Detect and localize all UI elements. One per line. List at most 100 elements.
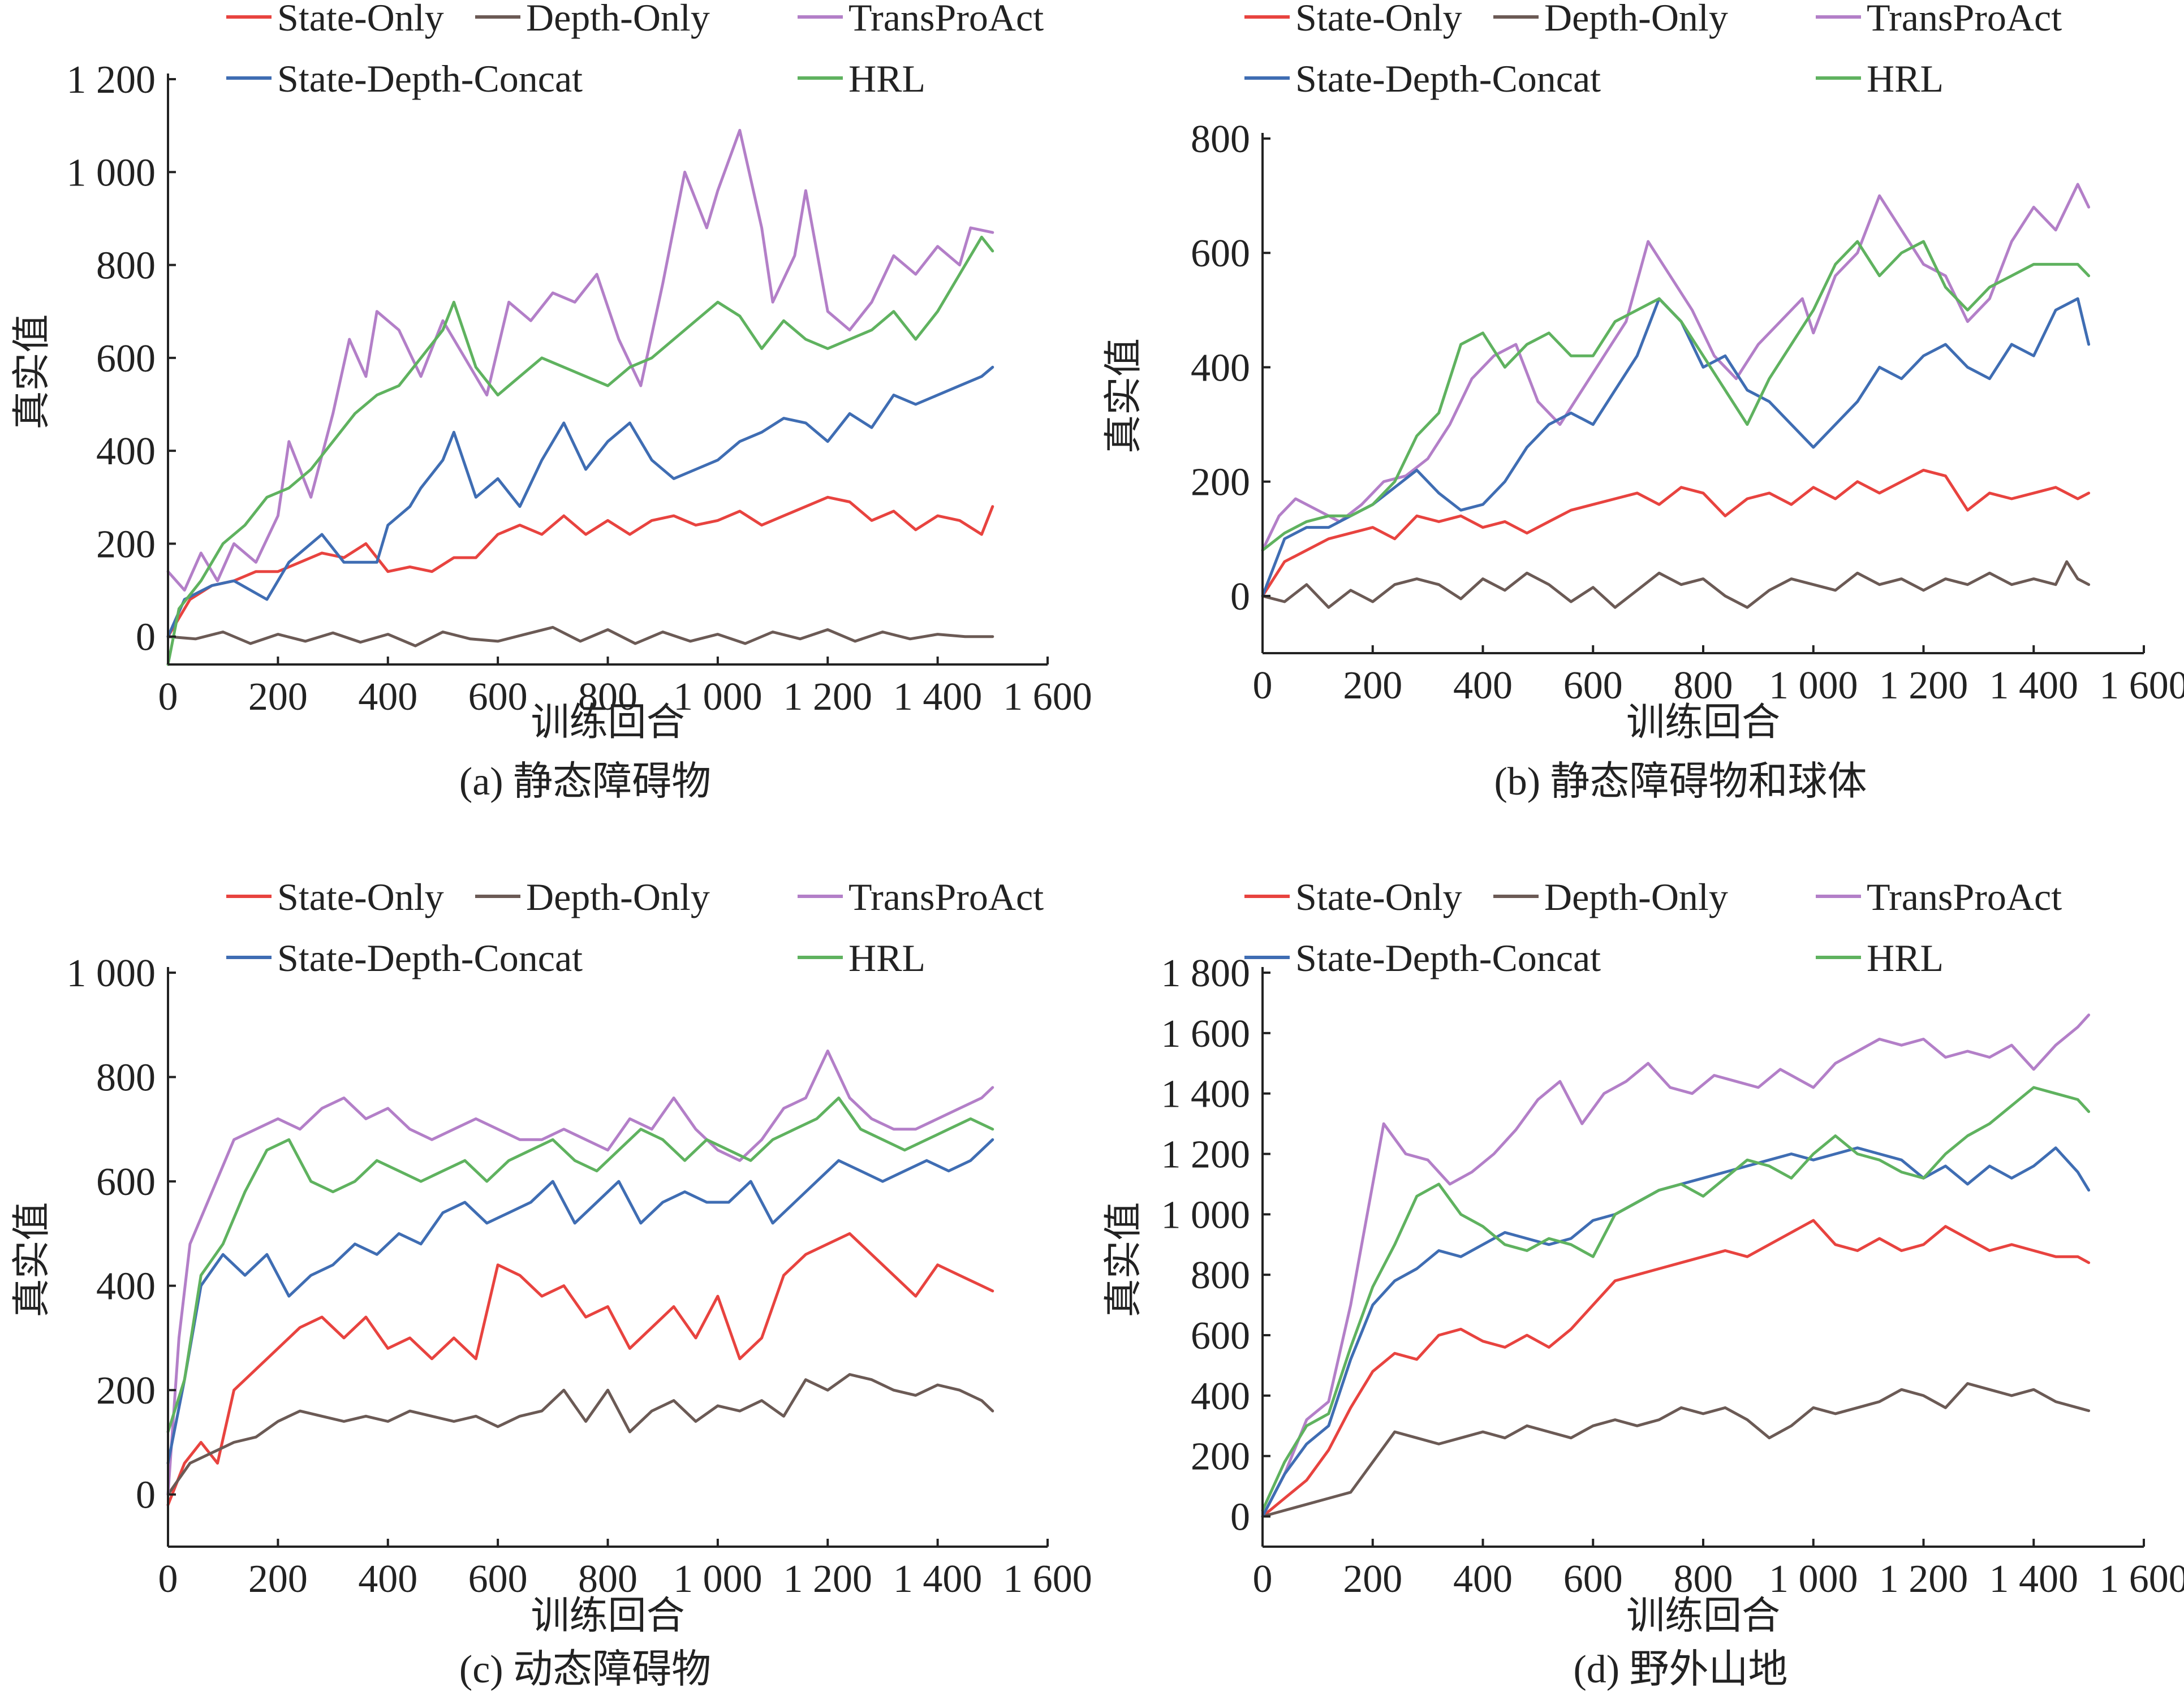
- panel-caption: (c) 动态障碍物: [459, 1648, 711, 1691]
- y-tick-label: 0: [136, 616, 156, 659]
- x-tick-label: 200: [248, 675, 308, 719]
- series-line-state-only: [1261, 1219, 2091, 1518]
- y-tick-label: 800: [1191, 118, 1250, 161]
- x-tick-label: 1 400: [1989, 1557, 2079, 1601]
- y-tick-label: 600: [96, 337, 156, 381]
- y-tick-label: 1 000: [67, 151, 156, 195]
- y-tick-label: 1 000: [67, 952, 156, 995]
- y-tick-label: 0: [136, 1474, 156, 1517]
- y-tick-label: 0: [1230, 1496, 1250, 1539]
- y-tick-label: 200: [96, 523, 156, 566]
- x-axis-title: 训练回合: [1626, 700, 1780, 745]
- legend-label: State-Only: [277, 875, 444, 918]
- y-tick-label: 400: [1191, 1375, 1250, 1418]
- x-tick-label: 200: [1343, 1557, 1402, 1601]
- legend: State-Only Depth-Only TransProAct State-Dep…: [1244, 0, 2062, 100]
- series-line-transproact: [166, 128, 994, 592]
- legend-label: State-Depth-Concat: [277, 936, 583, 979]
- series-line-depth-only: [1261, 560, 2091, 609]
- y-tick-label: 600: [96, 1160, 156, 1204]
- chart-panel-c: 0 200 400 600 800 1 000 1 200 1 400 1 600 0 200 400…: [10, 875, 1092, 1691]
- panel-caption: (d) 野外山地: [1573, 1648, 1787, 1691]
- series-line-hrl: [1261, 240, 2091, 552]
- chart-panel-b: 0 200 400 600 800 1 000 1 200 1 400 1 600 0 200 400…: [1101, 0, 2184, 804]
- x-axis-title: 训练回合: [531, 1594, 684, 1638]
- legend-label: TransProAct: [848, 0, 1044, 39]
- x-tick-label: 1 000: [1769, 664, 1858, 707]
- x-tick-label: 1 000: [673, 675, 763, 719]
- y-tick-label: 1 600: [1161, 1012, 1251, 1056]
- legend-label: State-Depth-Concat: [277, 57, 583, 100]
- series-line-depth-only: [166, 625, 994, 648]
- x-tick-label: 0: [1253, 1557, 1273, 1601]
- x-tick-label: 0: [158, 675, 178, 719]
- chart-panel-d: 0 200 400 600 800 1 000 1 200 1 400 1 600 0 200 400…: [1101, 875, 2184, 1691]
- x-tick-label: 1 000: [1769, 1557, 1858, 1601]
- legend-label: State-Only: [1295, 0, 1462, 39]
- y-tick-label: 600: [1191, 1314, 1250, 1358]
- x-tick-label: 200: [248, 1557, 308, 1601]
- y-tick-label: 200: [96, 1369, 156, 1413]
- legend-label: HRL: [848, 57, 925, 100]
- legend-label: Depth-Only: [526, 875, 710, 918]
- legend-label: State-Only: [277, 0, 444, 39]
- series-line-state-only: [166, 1232, 994, 1507]
- x-tick-label: 800: [578, 1557, 637, 1601]
- x-tick-label: 0: [158, 1557, 178, 1601]
- x-tick-label: 600: [468, 1557, 528, 1601]
- legend-label: HRL: [1867, 936, 1944, 979]
- legend: State-Only Depth-Only TransProAct State-Dep…: [226, 0, 1044, 100]
- x-tick-label: 800: [1674, 1557, 1733, 1601]
- legend-label: State-Depth-Concat: [1295, 936, 1601, 979]
- x-tick-label: 1 600: [1003, 675, 1092, 719]
- y-tick-label: 1 200: [1161, 1133, 1251, 1177]
- series-line-state-only: [166, 495, 994, 638]
- x-tick-label: 1 400: [893, 1557, 983, 1601]
- legend: State-Only Depth-Only TransProAct State-Dep…: [1244, 875, 2062, 979]
- series-line-state-depth-concat: [1261, 1146, 2091, 1518]
- y-tick-label: 400: [1191, 346, 1250, 390]
- series-line-depth-only: [1261, 1382, 2091, 1518]
- x-tick-label: 0: [1253, 664, 1273, 707]
- x-axis-title: 训练回合: [1626, 1594, 1780, 1638]
- series-line-state-depth-concat: [166, 1138, 994, 1465]
- x-tick-label: 800: [578, 675, 637, 719]
- x-tick-label: 400: [1453, 664, 1513, 707]
- y-axis-title: 真实值: [1101, 338, 1146, 454]
- series-line-transproact: [1261, 1013, 2091, 1518]
- legend-label: Depth-Only: [1544, 0, 1728, 39]
- y-tick-label: 800: [96, 244, 156, 288]
- y-tick-label: 600: [1191, 232, 1250, 275]
- y-tick-label: 200: [1191, 461, 1250, 504]
- x-axis-title: 训练回合: [531, 700, 684, 745]
- y-tick-label: 1 800: [1161, 952, 1251, 995]
- x-tick-label: 1 200: [783, 1557, 873, 1601]
- x-tick-label: 1 600: [2099, 664, 2184, 707]
- series-line-state-depth-concat: [166, 365, 994, 638]
- x-tick-label: 1 200: [1879, 1557, 1968, 1601]
- legend-label: Depth-Only: [1544, 875, 1728, 918]
- x-tick-label: 600: [1563, 664, 1623, 707]
- x-tick-label: 400: [358, 675, 417, 719]
- x-tick-label: 1 600: [2099, 1557, 2184, 1601]
- legend-label: HRL: [1867, 57, 1944, 100]
- legend-label: TransProAct: [848, 875, 1044, 918]
- y-axis-title: 真实值: [1101, 1202, 1146, 1317]
- legend-label: State-Only: [1295, 875, 1462, 918]
- legend-label: TransProAct: [1867, 875, 2062, 918]
- series-line-hrl: [166, 1097, 994, 1434]
- series-line-transproact: [166, 1049, 994, 1496]
- y-tick-label: 200: [1191, 1435, 1250, 1479]
- y-tick-label: 0: [1230, 575, 1250, 619]
- y-tick-label: 800: [96, 1056, 156, 1100]
- legend-label: Depth-Only: [526, 0, 710, 39]
- x-tick-label: 800: [1674, 664, 1733, 707]
- legend-label: State-Depth-Concat: [1295, 57, 1601, 100]
- y-tick-label: 400: [96, 1265, 156, 1309]
- chart-panel-a: 0 200 400 600 800 1 000 1 200 1 400 1 600 0 200 400…: [10, 0, 1092, 804]
- series-line-hrl: [1261, 1086, 2091, 1512]
- x-tick-label: 1 000: [673, 1557, 763, 1601]
- y-tick-label: 1 400: [1161, 1073, 1251, 1116]
- x-tick-label: 400: [358, 1557, 417, 1601]
